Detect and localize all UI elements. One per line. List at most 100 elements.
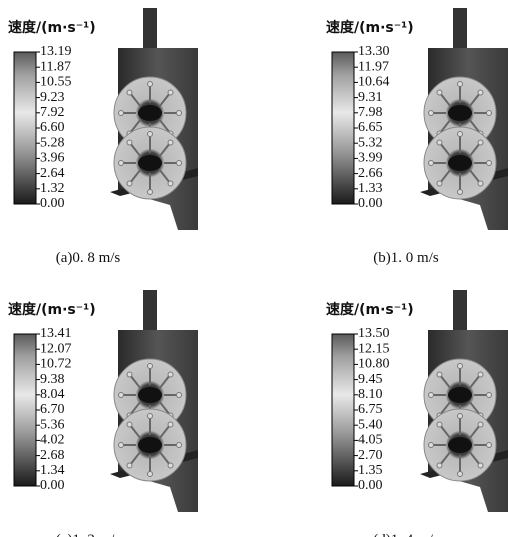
colorbar-label: 11.97 (358, 59, 389, 74)
blade-tip (127, 422, 132, 427)
blade-tip (458, 472, 463, 477)
blade-tip (168, 181, 173, 186)
colorbar-label: 6.70 (40, 402, 65, 417)
colorbar-label: 2.68 (40, 448, 65, 463)
blade-tip (429, 443, 434, 448)
colorbar-label: 12.07 (40, 341, 72, 356)
colorbar (332, 52, 354, 204)
blade-tip (119, 111, 124, 116)
blade-tip (458, 364, 463, 369)
blade-tip (437, 90, 442, 95)
colorbar-label: 3.99 (358, 151, 383, 166)
blade-tip (119, 161, 124, 166)
colorbar-label: 1.32 (40, 181, 65, 196)
blade-tip (177, 443, 182, 448)
blade-tip (478, 372, 483, 377)
hub (138, 387, 162, 403)
blade-tip (478, 90, 483, 95)
colorbar-label: 9.23 (40, 90, 65, 105)
blade-tip (478, 463, 483, 468)
blade-tip (119, 443, 124, 448)
blade-tip (168, 422, 173, 427)
blade-tip (148, 190, 153, 195)
colorbar-label: 0.00 (358, 478, 383, 493)
hub (448, 437, 472, 453)
colorbar-label: 1.33 (358, 181, 383, 196)
inlet (143, 290, 157, 330)
blade-tip (168, 140, 173, 145)
panel: 速度/(m·s⁻¹)13.1911.8710.559.237.926.605.2… (8, 8, 198, 266)
hub (448, 387, 472, 403)
figure: 速度/(m·s⁻¹)13.1911.8710.559.237.926.605.2… (0, 0, 508, 537)
colorbar-label: 10.55 (40, 75, 72, 90)
colorbar-label: 7.98 (358, 105, 383, 120)
colorbar-label: 6.65 (358, 120, 383, 135)
blade-tip (127, 140, 132, 145)
inlet (453, 290, 467, 330)
colorbar (14, 334, 36, 486)
blade-tip (148, 132, 153, 137)
hub (448, 105, 472, 121)
inlet (453, 8, 467, 48)
colorbar-label: 13.50 (358, 326, 390, 341)
colorbar-label: 3.96 (40, 151, 65, 166)
colorbar-label: 7.92 (40, 105, 65, 120)
colorbar-label: 9.31 (358, 90, 383, 105)
colorbar-label: 5.36 (40, 417, 65, 432)
panel: 速度/(m·s⁻¹)13.5012.1510.809.458.106.755.4… (326, 290, 508, 537)
colorbar-label: 9.38 (40, 372, 65, 387)
blade-tip (429, 393, 434, 398)
blade-tip (437, 372, 442, 377)
hub (448, 155, 472, 171)
colorbar-label: 10.80 (358, 357, 390, 372)
blade-tip (177, 161, 182, 166)
colorbar-label: 9.45 (358, 372, 383, 387)
caption: (b)1. 0 m/s (373, 250, 439, 266)
blade-tip (168, 90, 173, 95)
blade-tip (148, 82, 153, 87)
colorbar-label: 1.35 (358, 463, 383, 478)
legend-title: 速度/(m·s⁻¹) (8, 19, 96, 36)
panel: 速度/(m·s⁻¹) 13.4112.0710.729.388.046.705.3… (8, 290, 198, 537)
blade-tip (487, 161, 492, 166)
blade-tip (458, 414, 463, 419)
blade-tip (437, 181, 442, 186)
blade-tip (487, 111, 492, 116)
colorbar-label: 13.30 (358, 44, 390, 59)
panel: 速度/(m·s⁻¹)13.3011.9710.649.317.986.655.3… (326, 8, 508, 266)
blade-tip (177, 111, 182, 116)
legend-title: 速度/(m·s⁻¹) (326, 19, 414, 36)
blade-tip (148, 414, 153, 419)
colorbar-label: 13.41 (40, 326, 72, 341)
legend-title: 速度/(m·s⁻¹) (8, 301, 96, 318)
colorbar-label: 2.66 (358, 166, 383, 181)
colorbar-label: 0.00 (358, 196, 383, 211)
colorbar-label: 0.00 (40, 196, 65, 211)
colorbar-label: 13.19 (40, 44, 72, 59)
blade-tip (437, 422, 442, 427)
caption: (a)0. 8 m/s (56, 250, 121, 266)
legend-title: 速度/(m·s⁻¹) (326, 301, 414, 318)
blade-tip (478, 140, 483, 145)
blade-tip (119, 393, 124, 398)
colorbar (14, 52, 36, 204)
caption: (c)1. 2 m/s (56, 532, 121, 537)
blade-tip (487, 393, 492, 398)
hub (138, 437, 162, 453)
blade-tip (168, 372, 173, 377)
hub (138, 155, 162, 171)
blade-tip (458, 190, 463, 195)
blade-tip (127, 463, 132, 468)
blade-tip (429, 161, 434, 166)
blade-tip (487, 443, 492, 448)
blade-tip (478, 181, 483, 186)
blade-tip (437, 463, 442, 468)
blade-tip (437, 140, 442, 145)
colorbar-label: 8.04 (40, 387, 65, 402)
blade-tip (458, 132, 463, 137)
caption: (d)1. 4 m/s (373, 532, 439, 537)
colorbar-label: 10.72 (40, 357, 72, 372)
colorbar-label: 12.15 (358, 341, 390, 356)
colorbar-label: 8.10 (358, 387, 383, 402)
blade-tip (127, 181, 132, 186)
